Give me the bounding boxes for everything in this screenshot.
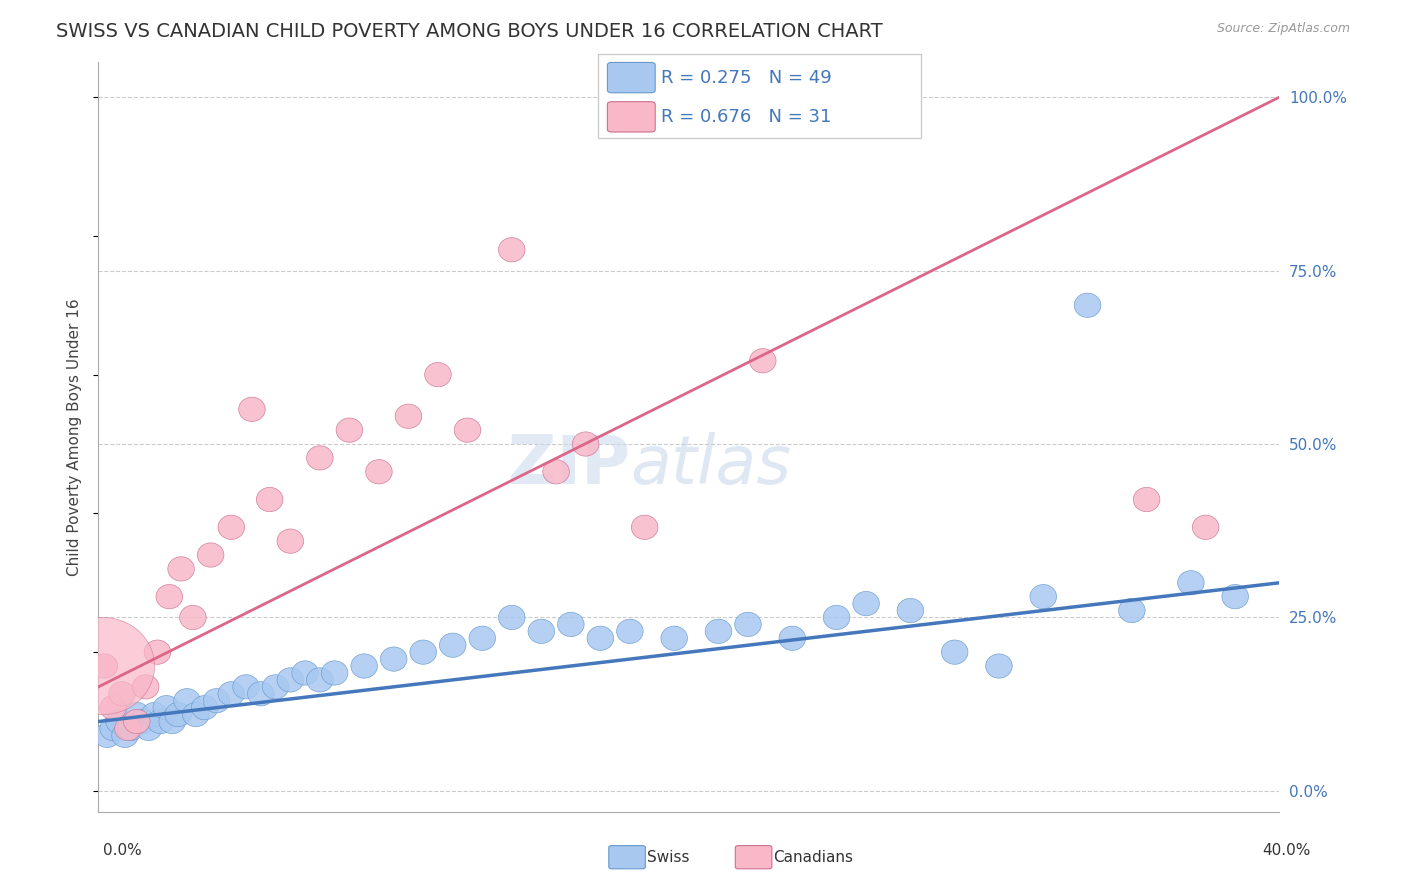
Ellipse shape xyxy=(292,661,318,685)
Ellipse shape xyxy=(111,723,138,747)
Ellipse shape xyxy=(156,584,183,609)
Ellipse shape xyxy=(617,619,643,643)
Ellipse shape xyxy=(336,418,363,442)
Ellipse shape xyxy=(749,349,776,373)
Text: 40.0%: 40.0% xyxy=(1263,843,1310,858)
Ellipse shape xyxy=(132,674,159,699)
Ellipse shape xyxy=(204,689,229,713)
Ellipse shape xyxy=(167,557,194,581)
Text: Swiss: Swiss xyxy=(647,850,689,864)
Ellipse shape xyxy=(277,529,304,553)
Text: R = 0.275   N = 49: R = 0.275 N = 49 xyxy=(661,69,831,87)
Ellipse shape xyxy=(322,661,347,685)
Ellipse shape xyxy=(180,606,207,630)
Ellipse shape xyxy=(1222,584,1249,609)
Ellipse shape xyxy=(124,703,150,727)
Ellipse shape xyxy=(735,612,761,637)
Ellipse shape xyxy=(631,516,658,540)
Ellipse shape xyxy=(470,626,495,650)
Text: ZIP: ZIP xyxy=(508,432,630,498)
Ellipse shape xyxy=(440,633,465,657)
Y-axis label: Child Poverty Among Boys Under 16: Child Poverty Among Boys Under 16 xyxy=(67,298,83,576)
Ellipse shape xyxy=(543,459,569,483)
Ellipse shape xyxy=(256,487,283,512)
Ellipse shape xyxy=(824,606,849,630)
Ellipse shape xyxy=(529,619,554,643)
Ellipse shape xyxy=(1074,293,1101,318)
Ellipse shape xyxy=(129,709,156,733)
Ellipse shape xyxy=(897,599,924,623)
Text: atlas: atlas xyxy=(630,432,792,498)
Ellipse shape xyxy=(159,709,186,733)
Ellipse shape xyxy=(1119,599,1144,623)
Ellipse shape xyxy=(1192,516,1219,540)
Ellipse shape xyxy=(197,543,224,567)
Ellipse shape xyxy=(94,723,121,747)
Ellipse shape xyxy=(1133,487,1160,512)
Ellipse shape xyxy=(239,397,266,422)
Ellipse shape xyxy=(91,654,118,678)
Ellipse shape xyxy=(661,626,688,650)
Ellipse shape xyxy=(277,668,304,692)
Ellipse shape xyxy=(779,626,806,650)
Ellipse shape xyxy=(366,459,392,483)
Ellipse shape xyxy=(411,640,436,665)
Text: Source: ZipAtlas.com: Source: ZipAtlas.com xyxy=(1216,22,1350,36)
Ellipse shape xyxy=(1178,571,1204,595)
Ellipse shape xyxy=(706,619,731,643)
Ellipse shape xyxy=(942,640,967,665)
Ellipse shape xyxy=(183,703,209,727)
Ellipse shape xyxy=(191,696,218,720)
Ellipse shape xyxy=(141,703,167,727)
Ellipse shape xyxy=(352,654,377,678)
Ellipse shape xyxy=(165,703,191,727)
Ellipse shape xyxy=(105,709,132,733)
Ellipse shape xyxy=(558,612,583,637)
Ellipse shape xyxy=(263,674,288,699)
Text: R = 0.676   N = 31: R = 0.676 N = 31 xyxy=(661,108,831,126)
Ellipse shape xyxy=(307,446,333,470)
Ellipse shape xyxy=(454,418,481,442)
Ellipse shape xyxy=(118,716,145,740)
Text: Canadians: Canadians xyxy=(773,850,853,864)
Ellipse shape xyxy=(145,640,170,665)
Ellipse shape xyxy=(381,647,406,672)
Ellipse shape xyxy=(218,516,245,540)
Ellipse shape xyxy=(218,681,245,706)
Ellipse shape xyxy=(233,674,259,699)
Ellipse shape xyxy=(108,681,135,706)
Ellipse shape xyxy=(425,362,451,387)
Text: SWISS VS CANADIAN CHILD POVERTY AMONG BOYS UNDER 16 CORRELATION CHART: SWISS VS CANADIAN CHILD POVERTY AMONG BO… xyxy=(56,22,883,41)
Ellipse shape xyxy=(153,696,180,720)
Ellipse shape xyxy=(572,432,599,456)
Ellipse shape xyxy=(100,716,127,740)
Ellipse shape xyxy=(853,591,879,615)
Ellipse shape xyxy=(135,716,162,740)
Ellipse shape xyxy=(499,237,524,262)
Ellipse shape xyxy=(1031,584,1056,609)
Ellipse shape xyxy=(100,696,127,720)
Ellipse shape xyxy=(499,606,524,630)
Ellipse shape xyxy=(148,709,174,733)
Ellipse shape xyxy=(124,709,150,733)
Ellipse shape xyxy=(174,689,200,713)
Ellipse shape xyxy=(588,626,613,650)
Ellipse shape xyxy=(51,617,155,714)
Ellipse shape xyxy=(247,681,274,706)
Ellipse shape xyxy=(115,716,141,740)
Ellipse shape xyxy=(395,404,422,428)
Text: 0.0%: 0.0% xyxy=(103,843,142,858)
Ellipse shape xyxy=(307,668,333,692)
Ellipse shape xyxy=(986,654,1012,678)
